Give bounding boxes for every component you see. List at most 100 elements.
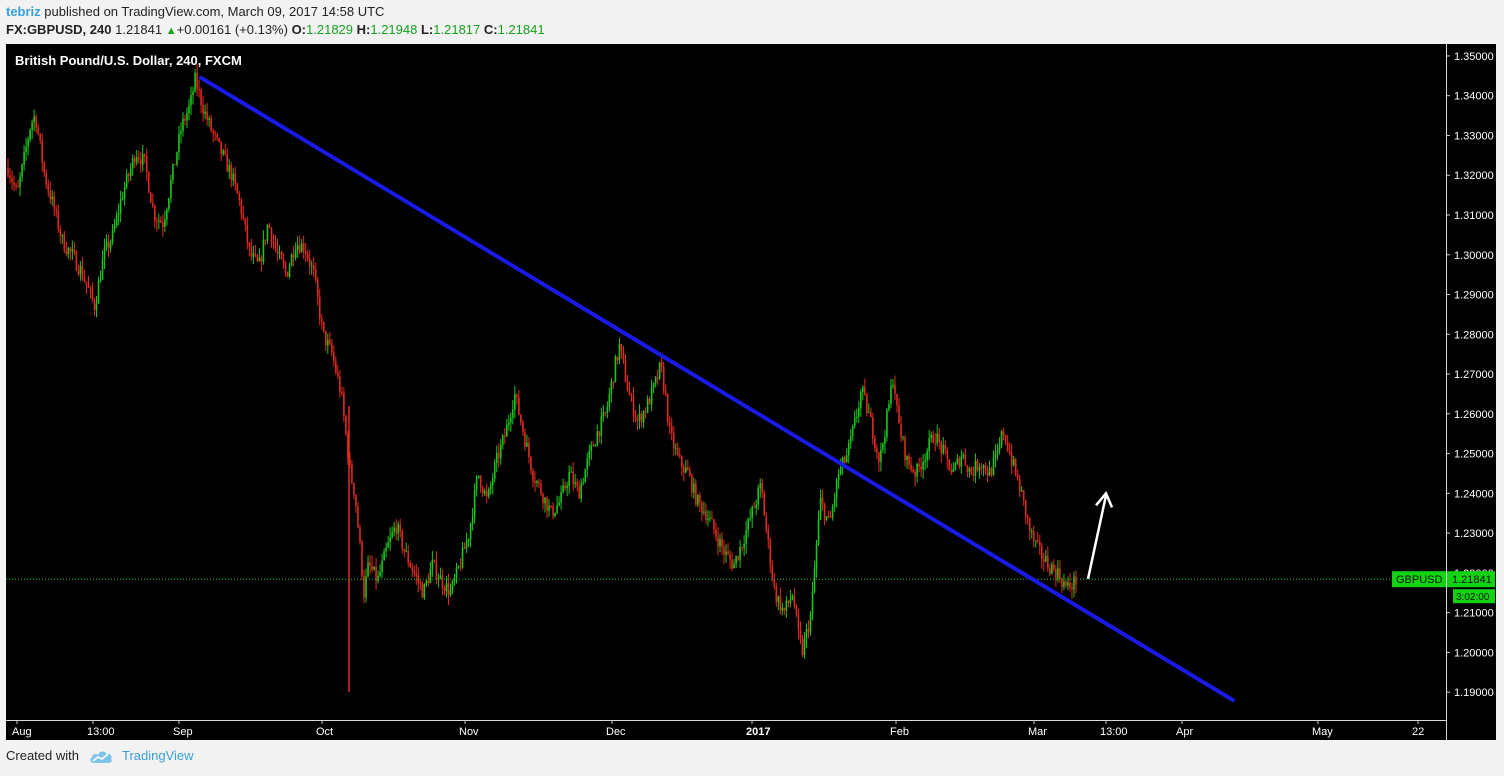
candle (379, 564, 381, 578)
candle (884, 429, 886, 454)
x-tick-label: 22 (1412, 726, 1424, 738)
candle (847, 439, 850, 464)
candle (733, 558, 735, 569)
candle (902, 435, 904, 441)
candle (809, 611, 812, 636)
candle (69, 246, 72, 261)
candle (27, 136, 29, 156)
candle (29, 128, 31, 143)
candle (455, 562, 458, 584)
candle (761, 478, 764, 498)
y-tick-label: 1.19000 (1454, 687, 1494, 699)
tradingview-link[interactable]: TradingView (122, 748, 194, 763)
candle (717, 527, 719, 556)
candle (278, 245, 281, 260)
candle (31, 119, 33, 140)
candle (280, 250, 283, 260)
candle (459, 558, 462, 571)
candle (25, 137, 27, 162)
candle (604, 411, 607, 417)
candle (423, 583, 426, 601)
candle (1006, 434, 1009, 453)
candle (427, 573, 430, 587)
close-value: 1.21841 (497, 22, 545, 37)
candle (689, 466, 691, 477)
candle (21, 163, 23, 182)
candle (81, 256, 84, 281)
candle (210, 114, 212, 133)
candle (206, 103, 208, 126)
candle (819, 489, 822, 521)
candle (331, 338, 333, 357)
plot-area[interactable] (6, 44, 1446, 720)
candle (586, 452, 589, 478)
candle (510, 412, 512, 432)
candle (1063, 573, 1065, 591)
candle (666, 393, 669, 427)
candle (272, 233, 275, 250)
x-tick-label: Nov (459, 726, 479, 738)
candle (373, 566, 375, 571)
candle (524, 428, 526, 451)
x-tick-label: Aug (12, 726, 32, 738)
candle (389, 527, 391, 551)
candle (654, 375, 657, 388)
candle (687, 459, 689, 471)
candle (441, 569, 444, 596)
author-link[interactable]: tebriz (6, 4, 41, 19)
candle (574, 474, 576, 489)
candle (978, 463, 981, 479)
candle (837, 469, 840, 490)
candle (992, 450, 995, 477)
candle (970, 466, 973, 476)
candle (878, 452, 880, 472)
price-tag-label: 1.21841 (1452, 574, 1492, 586)
candle (801, 634, 804, 658)
high-value: 1.21948 (370, 22, 418, 37)
candle (188, 98, 190, 121)
candle (141, 144, 144, 172)
candle (544, 497, 546, 513)
candle (864, 378, 866, 397)
candle (1043, 552, 1045, 572)
price-chart[interactable]: 1.35000 1.34000 1.33000 1.32000 1.31000 1.300… (6, 44, 1496, 740)
candle (75, 250, 78, 272)
trendline[interactable] (199, 75, 1235, 703)
chart-container[interactable]: 1.35000 1.34000 1.33000 1.32000 1.31000 1.300… (6, 44, 1496, 740)
time-axis[interactable] (6, 720, 1446, 740)
candle (930, 431, 932, 443)
candle (256, 253, 259, 263)
symbol-tag-label: GBPUSD (1396, 574, 1443, 586)
candle (109, 239, 112, 253)
price-axis[interactable] (1446, 44, 1496, 740)
y-tick-label: 1.23000 (1454, 528, 1494, 540)
candle (218, 137, 220, 143)
candle (119, 190, 122, 223)
candle (15, 182, 17, 191)
candle (773, 573, 776, 590)
candle (894, 375, 896, 400)
y-tick-label: 1.33000 (1454, 130, 1494, 142)
candle (79, 260, 82, 281)
candle (320, 314, 323, 330)
x-tick-label: Feb (890, 726, 909, 738)
close-label: C: (483, 22, 498, 37)
candle (337, 364, 339, 380)
candle (741, 546, 743, 552)
candle (1057, 560, 1059, 583)
candle (182, 112, 184, 137)
candle (371, 555, 373, 573)
candle (101, 250, 104, 281)
candle (407, 544, 410, 568)
candle (43, 160, 46, 177)
annotation-arrow[interactable] (1086, 490, 1114, 580)
candle (443, 585, 446, 596)
candle (59, 225, 62, 244)
candle (383, 548, 385, 561)
candle (103, 238, 106, 270)
candle (815, 539, 818, 578)
candle (642, 409, 645, 429)
candle (546, 496, 548, 519)
candle (859, 389, 862, 417)
candle (632, 387, 635, 423)
